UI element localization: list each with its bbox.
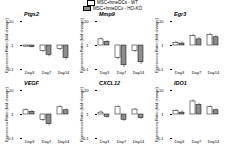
svg-text:Day3: Day3	[175, 70, 185, 75]
svg-text:Day3: Day3	[100, 70, 110, 75]
svg-text:Day14: Day14	[133, 139, 145, 144]
svg-text:0.1: 0.1	[7, 135, 14, 141]
svg-text:Expression Ratio (fold change): Expression Ratio (fold change)	[79, 86, 84, 141]
svg-text:Day3: Day3	[25, 139, 35, 144]
html-text:VEGF: VEGF	[24, 80, 39, 86]
svg-text:0.1: 0.1	[157, 135, 164, 141]
svg-text:Day14: Day14	[208, 139, 220, 144]
html-text:Egr3: Egr3	[174, 11, 187, 17]
svg-text:10: 10	[84, 88, 89, 93]
svg-text:Day3: Day3	[100, 139, 110, 144]
svg-text:Day14: Day14	[58, 70, 70, 75]
svg-text:0.1: 0.1	[82, 135, 89, 141]
svg-text:1: 1	[86, 43, 89, 48]
svg-text:10: 10	[159, 88, 164, 93]
html-text:MSC+hmeDCs - HO-KO: MSC+hmeDCs - HO-KO	[93, 5, 142, 11]
svg-text:0.1: 0.1	[7, 66, 14, 72]
svg-text:10: 10	[84, 19, 89, 24]
html-text:MSC+hmeDCs - WT: MSC+hmeDCs - WT	[96, 0, 139, 6]
svg-text:1: 1	[11, 43, 14, 48]
svg-text:Day7: Day7	[42, 70, 52, 75]
svg-text:1: 1	[86, 112, 89, 117]
svg-text:10: 10	[9, 88, 14, 93]
svg-text:Day7: Day7	[192, 139, 202, 144]
svg-text:Day7: Day7	[42, 139, 52, 144]
svg-text:Day7: Day7	[117, 139, 127, 144]
svg-text:Day7: Day7	[192, 70, 202, 75]
svg-text:Expression Ratio (fold change): Expression Ratio (fold change)	[154, 17, 159, 72]
svg-text:Expression Ratio (fold change): Expression Ratio (fold change)	[4, 17, 9, 72]
svg-text:Day3: Day3	[25, 70, 35, 75]
html-text:IDO1: IDO1	[174, 80, 187, 86]
svg-text:Expression Ratio (fold change): Expression Ratio (fold change)	[154, 86, 159, 141]
svg-text:10: 10	[9, 19, 14, 24]
html-text:Mmp9: Mmp9	[99, 11, 115, 17]
html-text:CXCL12: CXCL12	[99, 80, 121, 86]
svg-text:10: 10	[159, 19, 164, 24]
svg-text:1: 1	[11, 112, 14, 117]
svg-text:0.1: 0.1	[157, 66, 164, 72]
svg-text:1: 1	[161, 112, 164, 117]
svg-text:1: 1	[161, 43, 164, 48]
svg-text:0.1: 0.1	[82, 66, 89, 72]
svg-text:Day14: Day14	[133, 70, 145, 75]
svg-text:Day7: Day7	[117, 70, 127, 75]
svg-text:Expression Ratio (fold change): Expression Ratio (fold change)	[4, 86, 9, 141]
html-text:Ptgs2: Ptgs2	[24, 11, 39, 17]
svg-text:Expression Ratio (fold change): Expression Ratio (fold change)	[79, 17, 84, 72]
svg-text:Day14: Day14	[58, 139, 70, 144]
svg-text:Day14: Day14	[208, 70, 220, 75]
svg-text:Day3: Day3	[175, 139, 185, 144]
